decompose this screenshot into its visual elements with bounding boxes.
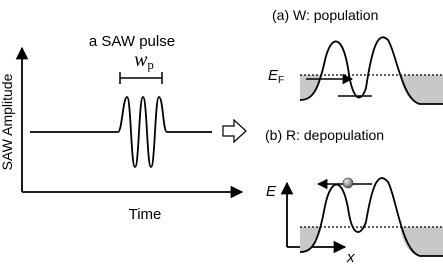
fermi-label: EF <box>268 67 284 86</box>
energy-axis-label: E <box>266 183 277 200</box>
position-axis-label: x <box>346 249 355 264</box>
y-axis-label: SAW Amplitude <box>0 73 15 170</box>
x-axis-label: Time <box>129 206 162 223</box>
population-panel: (a) W: population EF <box>268 7 443 104</box>
pulse-panel: a SAW pulse wp SAW Amplitude Time <box>0 33 242 223</box>
width-sub: p <box>147 57 154 72</box>
width-bracket <box>120 72 162 84</box>
pulse-title: a SAW pulse <box>89 33 175 50</box>
panel-b-title: (b) R: depopulation <box>265 127 384 143</box>
panel-a-title: (a) W: population <box>272 7 378 23</box>
transition-arrow <box>223 120 246 142</box>
figure: a SAW pulse wp SAW Amplitude Time (a) W:… <box>0 0 443 264</box>
depopulation-panel: (b) R: depopulation E x <box>265 127 443 264</box>
width-main: w <box>134 49 148 71</box>
pulse-waveform <box>30 97 212 167</box>
fermi-sub: F <box>278 75 284 86</box>
width-label: wp <box>134 49 154 72</box>
electron <box>343 178 353 188</box>
